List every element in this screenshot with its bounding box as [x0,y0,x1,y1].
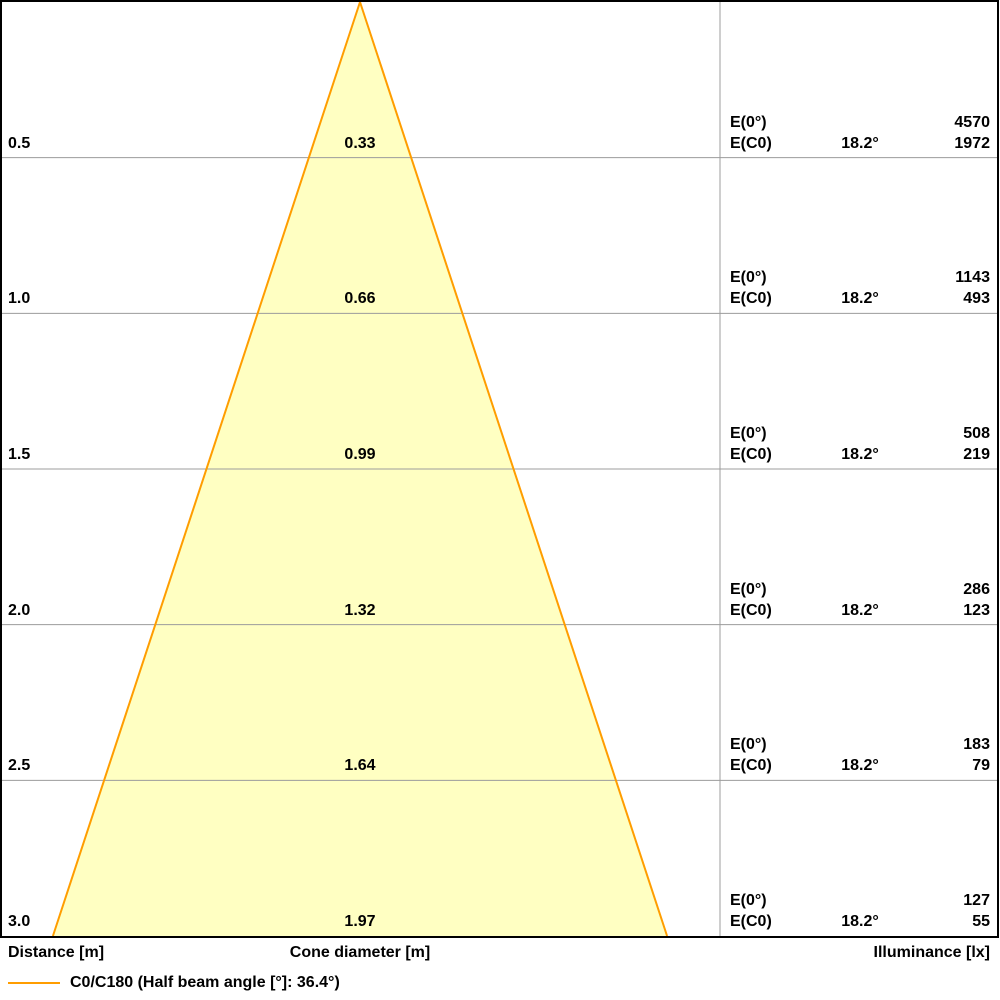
legend: C0/C180 (Half beam angle [°]: 36.4°) [0,972,1000,996]
illuminance-row: E(0°) 286 E(C0) 18.2° 123 [730,579,990,621]
cone-diameter-value: 0.66 [344,290,376,308]
illuminance-row: E(0°) 1143 E(C0) 18.2° 493 [730,267,990,309]
ec0-value: 123 [963,601,990,619]
cone-edge-right [359,1,669,937]
ec0-line: E(C0) 18.2° 55 [730,911,990,932]
ec0-line: E(C0) 18.2° 123 [730,600,990,621]
ec0-line: E(C0) 18.2° 1972 [730,133,990,154]
cone-diameter-axis-label: Cone diameter [m] [289,944,431,961]
illuminance-row: E(0°) 508 E(C0) 18.2° 219 [730,423,990,465]
illuminance-axis-label: Illuminance [lx] [873,944,990,961]
e0-spacer [817,890,904,911]
illuminance-row: E(0°) 127 E(C0) 18.2° 55 [730,890,990,932]
e0-value: 183 [963,736,990,754]
distance-value: 2.5 [8,757,31,775]
e0-value: 286 [963,580,990,598]
cone-diameter-value: 0.99 [344,446,376,463]
ec0-value: 79 [972,757,990,775]
e0-spacer [817,423,904,444]
ec0-line: E(C0) 18.2° 219 [730,444,990,465]
ec0-value: 219 [963,446,990,463]
cone-edge-left [51,1,361,937]
e0-spacer [817,112,904,133]
e0-value: 508 [963,425,990,442]
e0-line: E(0°) 1143 [730,267,990,288]
ec0-label: E(C0) [730,757,772,775]
chart-border [0,0,999,938]
illuminance-row: E(0°) 4570 E(C0) 18.2° 1972 [730,112,990,154]
beam-angle-value: 18.2° [841,601,879,619]
e0-label: E(0°) [730,580,767,598]
e0-line: E(0°) 183 [730,734,990,755]
ec0-line: E(C0) 18.2° 79 [730,755,990,776]
e0-label: E(0°) [730,113,767,131]
ec0-value: 1972 [954,134,990,152]
beam-angle-value: 18.2° [841,757,879,775]
cone-diameter-value: 1.97 [344,913,376,930]
legend-label: C0/C180 (Half beam angle [°]: 36.4°) [70,974,340,991]
e0-label: E(0°) [730,269,767,287]
e0-label: E(0°) [730,425,767,442]
cone-diameter-value: 1.32 [344,601,376,619]
ec0-label: E(C0) [730,446,772,463]
distance-axis-label: Distance [m] [8,944,105,961]
cone-diameter-value: 1.64 [344,757,376,775]
ec0-value: 55 [972,913,990,930]
cone-diameter-value: 0.33 [344,134,376,152]
e0-spacer [817,734,904,755]
e0-line: E(0°) 4570 [730,112,990,133]
e0-value: 127 [963,892,990,909]
ec0-label: E(C0) [730,290,772,308]
ec0-label: E(C0) [730,134,772,152]
distance-value: 0.5 [8,134,31,152]
beam-angle-value: 18.2° [841,913,879,930]
ec0-label: E(C0) [730,913,772,930]
distance-value: 1.0 [8,290,31,308]
ec0-label: E(C0) [730,601,772,619]
distance-value: 1.5 [8,446,31,463]
beam-angle-value: 18.2° [841,134,879,152]
beam-angle-value: 18.2° [841,446,879,463]
e0-line: E(0°) 286 [730,579,990,600]
e0-label: E(0°) [730,892,767,909]
distance-value: 3.0 [8,913,31,930]
e0-label: E(0°) [730,736,767,754]
cone-chart-canvas [0,0,999,938]
ec0-value: 493 [963,290,990,308]
e0-line: E(0°) 508 [730,423,990,444]
e0-value: 4570 [954,113,990,131]
e0-spacer [817,579,904,600]
ec0-line: E(C0) 18.2° 493 [730,288,990,309]
beam-angle-value: 18.2° [841,290,879,308]
illuminance-row: E(0°) 183 E(C0) 18.2° 79 [730,734,990,776]
e0-spacer [817,267,904,288]
e0-value: 1143 [955,269,990,287]
distance-value: 2.0 [8,601,31,619]
e0-line: E(0°) 127 [730,890,990,911]
legend-line-swatch [8,982,60,984]
